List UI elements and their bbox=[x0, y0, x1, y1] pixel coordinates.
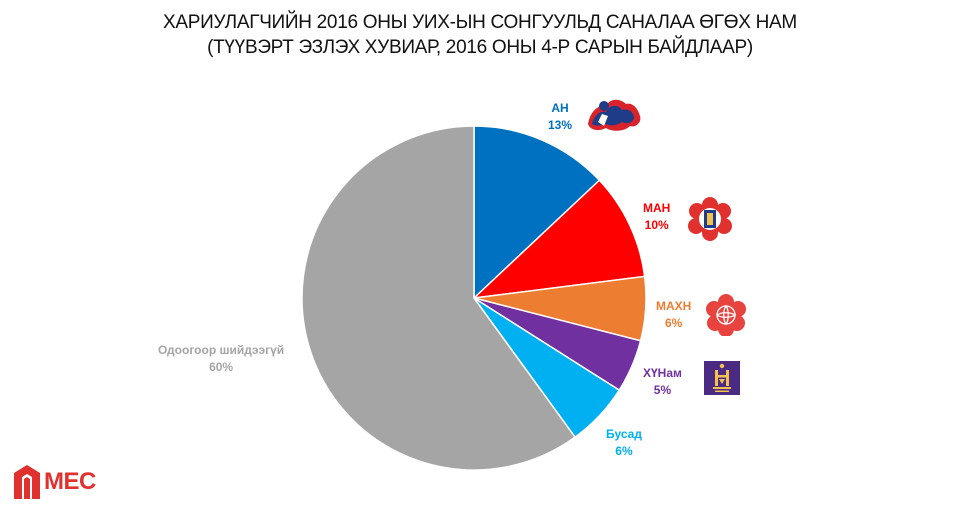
mec-logo-icon bbox=[14, 465, 40, 499]
mec-brand: MEC bbox=[12, 462, 96, 502]
chart-title-line-1: ХАРИУЛАГЧИЙН 2016 ОНЫ УИХ-ЫН СОНГУУЛЬД С… bbox=[163, 12, 797, 33]
label-busad: Бусад 6% bbox=[606, 427, 642, 458]
pie-slice-0 bbox=[473, 125, 601, 300]
label-man: МАН 10% bbox=[643, 201, 671, 232]
label-ah: АН 13% bbox=[548, 101, 573, 132]
label-khunam: ХҮНам 5% bbox=[643, 366, 682, 397]
pie-slice-1 bbox=[471, 179, 646, 300]
ah-party-logo-icon bbox=[588, 99, 641, 131]
mec-brand-text: MEC bbox=[44, 468, 96, 495]
label-mahn: МАХН 6% bbox=[656, 299, 692, 330]
man-party-logo-icon bbox=[688, 197, 732, 241]
label-undecided: Одоогоор шийдээгүй 60% bbox=[158, 343, 285, 374]
chart-title-line-2: (ТҮҮВЭРТ ЭЗЛЭХ ХУВИАР, 2016 ОНЫ 4-Р САРЫ… bbox=[207, 37, 753, 58]
pie-slice-5 bbox=[301, 125, 577, 471]
mahn-party-logo-icon bbox=[706, 294, 746, 336]
khun-party-logo-icon bbox=[704, 361, 740, 395]
